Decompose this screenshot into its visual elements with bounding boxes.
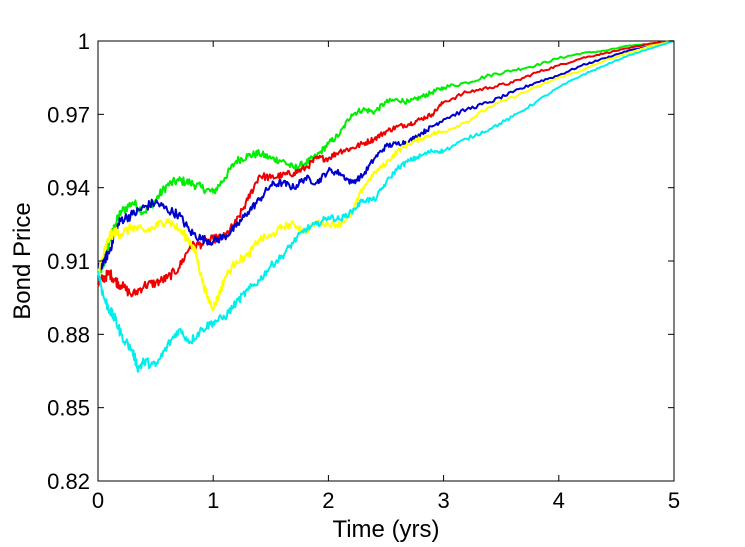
y-tick-label: 0.94	[47, 176, 90, 201]
y-tick-label: 0.82	[47, 469, 90, 494]
y-tick-label: 0.88	[47, 322, 90, 347]
x-tick-label: 3	[437, 488, 449, 513]
x-tick-label: 5	[668, 488, 680, 513]
y-tick-label: 0.97	[47, 102, 90, 127]
y-tick-label: 1	[78, 29, 90, 54]
series-line-2	[97, 40, 675, 298]
series-line-4	[97, 40, 675, 312]
x-tick-label: 2	[322, 488, 334, 513]
series-line-3	[97, 40, 675, 272]
y-axis-label: Bond Price	[9, 202, 36, 319]
tick-layer: 0 1 2 3 4 5 0.82 0.85 0.88 0.91 0.94 0.97 1	[47, 29, 680, 513]
x-tick-label: 1	[207, 488, 219, 513]
series-line-5	[97, 40, 675, 373]
x-tick-label: 4	[553, 488, 565, 513]
y-tick-label: 0.85	[47, 396, 90, 421]
plot-area	[97, 40, 675, 482]
x-tick-label: 0	[92, 488, 104, 513]
series-layer	[97, 40, 675, 373]
x-axis-label: Time (yrs)	[332, 516, 439, 543]
y-tick-label: 0.91	[47, 249, 90, 274]
